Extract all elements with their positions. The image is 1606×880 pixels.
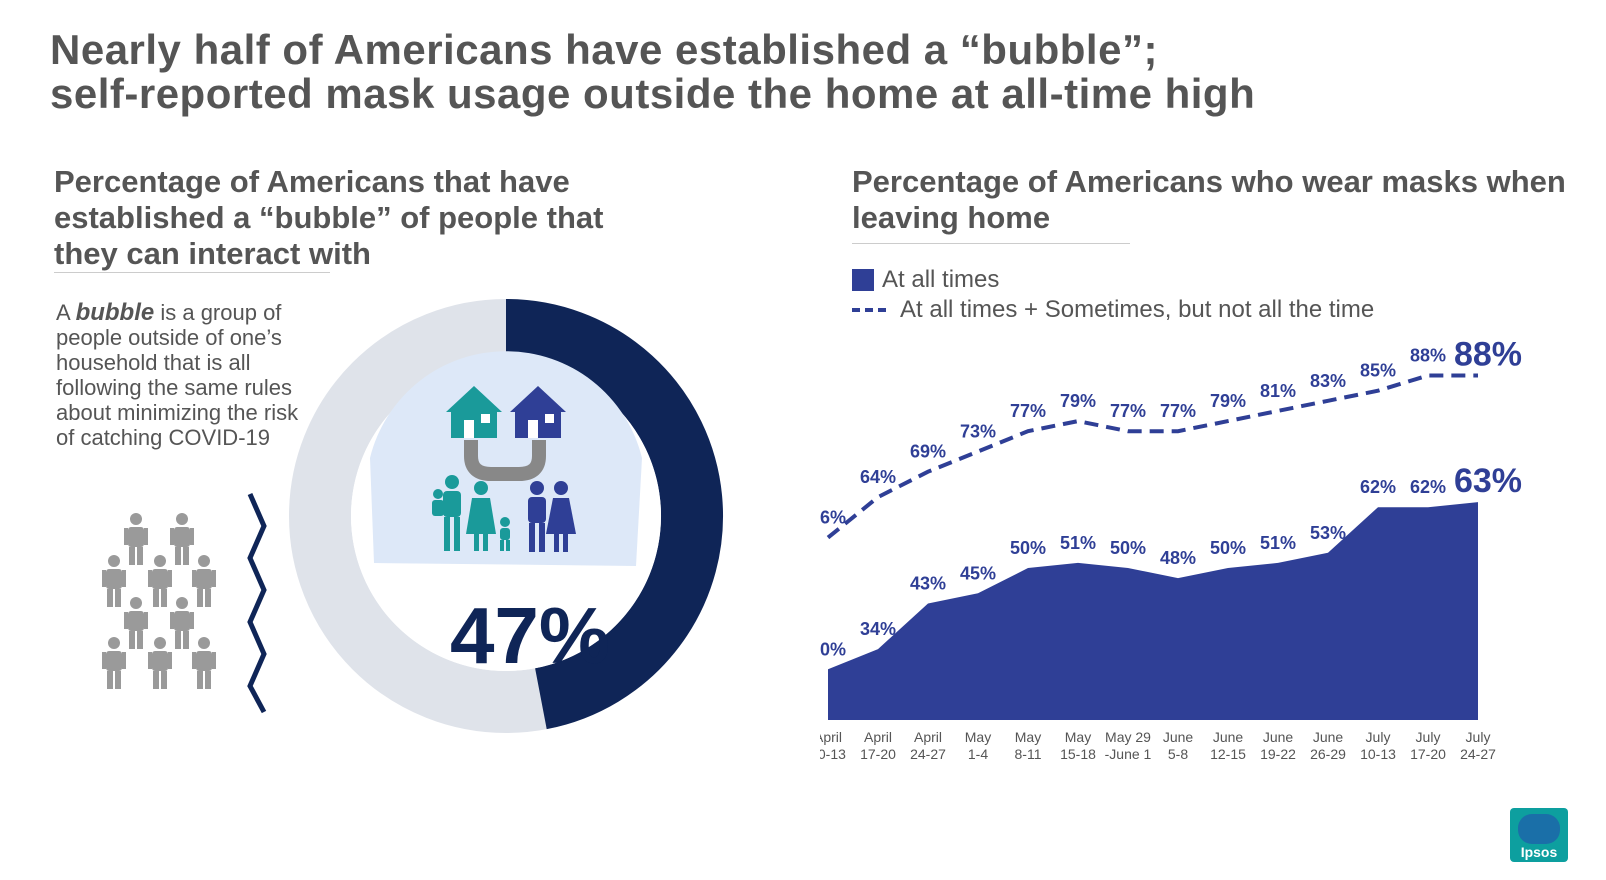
bubble-donut-chart — [289, 299, 724, 733]
data-label-all-times: 50% — [1210, 538, 1246, 558]
data-label-all-times: 50% — [1010, 538, 1046, 558]
x-tick-label: April 17-20 — [860, 729, 896, 762]
x-tick-label: May 15-18 — [1060, 729, 1096, 762]
person-icon — [192, 555, 216, 607]
data-label-sometimes: 79% — [1210, 391, 1246, 411]
family-teal-icon — [432, 475, 510, 551]
data-label-sometimes: 77% — [1110, 401, 1146, 421]
legend-swatch-area — [852, 269, 874, 291]
ipsos-logo: Ipsos — [1510, 808, 1568, 862]
connector-pipe-icon — [464, 440, 546, 481]
x-tick-label: May 29 -June 1 — [1105, 729, 1152, 762]
bubble-definition: A bubble is a group of people outside of… — [56, 300, 306, 450]
x-tick-label: July 10-13 — [1360, 729, 1396, 762]
data-label-all-times: 63% — [1454, 462, 1522, 500]
data-label-all-times: 51% — [1060, 533, 1096, 553]
x-tick-label: July 24-27 — [1460, 729, 1496, 762]
data-label-all-times: 30% — [820, 639, 846, 659]
data-label-sometimes: 88% — [1410, 345, 1446, 365]
def-lead: A — [56, 300, 76, 325]
person-icon — [124, 597, 148, 649]
family-blue-icon — [528, 481, 576, 552]
legend-item-sometimes: At all times + Sometimes, but not all th… — [852, 296, 1374, 324]
x-tick-label: June 5-8 — [1163, 729, 1194, 762]
logo-mark-icon — [1518, 814, 1560, 844]
data-label-all-times: 34% — [860, 619, 896, 639]
def-term: bubble — [75, 299, 155, 326]
data-label-sometimes: 83% — [1310, 371, 1346, 391]
data-label-sometimes: 73% — [960, 421, 996, 441]
def-rest: is a group of people outside of one’s ho… — [56, 300, 299, 450]
data-label-sometimes: 88% — [1454, 340, 1522, 373]
person-icon — [102, 637, 126, 689]
person-icon — [170, 513, 194, 565]
house-blue-icon — [510, 386, 566, 438]
person-icon — [192, 637, 216, 689]
person-icon — [102, 555, 126, 607]
x-tick-label: June 12-15 — [1210, 729, 1246, 762]
x-tick-label: April10-13 — [820, 729, 846, 762]
data-label-all-times: 51% — [1260, 533, 1296, 553]
data-label-all-times: 45% — [960, 563, 996, 583]
data-label-all-times: 62% — [1360, 477, 1396, 497]
legend-swatch-dashed — [852, 308, 886, 312]
donut-filled-arc — [505, 299, 724, 730]
right-subtitle: Percentage of Americans who wear masks w… — [852, 164, 1566, 235]
legend-label-all-times: At all times — [882, 266, 1000, 293]
person-icon — [148, 555, 172, 607]
left-subtitle: Percentage of Americans that have establ… — [54, 164, 604, 271]
x-tick-label: May 1-4 — [965, 729, 991, 762]
data-label-sometimes: 81% — [1260, 381, 1296, 401]
data-label-sometimes: 77% — [1010, 401, 1046, 421]
data-label-all-times: 50% — [1110, 538, 1146, 558]
logo-text: Ipsos — [1520, 844, 1558, 860]
data-label-sometimes: 77% — [1160, 401, 1196, 421]
mask-usage-chart: 30% 34% 43% 45% 50% 51% 50% 48% 50% 51% 53% 62% 62% 6… — [820, 340, 1522, 762]
x-tick-label: June 26-29 — [1310, 729, 1346, 762]
crowd-icon — [102, 513, 216, 689]
right-subtitle-rule — [852, 243, 1130, 244]
legend-item-all-times: At all times — [852, 266, 999, 294]
data-label-all-times: 62% — [1410, 477, 1446, 497]
x-tick-label: July 17-20 — [1410, 729, 1446, 762]
data-label-sometimes: 69% — [910, 442, 946, 462]
person-icon — [124, 513, 148, 565]
title-line-1: Nearly half of Americans have establishe… — [50, 26, 1158, 73]
data-label-sometimes: 64% — [860, 467, 896, 487]
data-label-sometimes: 79% — [1060, 391, 1096, 411]
data-label-all-times: 43% — [910, 573, 946, 593]
person-icon — [170, 597, 194, 649]
person-icon — [148, 637, 172, 689]
line-series-sometimes — [826, 373, 1478, 540]
zigzag-divider-icon — [247, 492, 267, 714]
house-teal-icon — [446, 386, 502, 438]
left-subtitle-rule — [54, 272, 330, 273]
data-label-sometimes: 56% — [820, 508, 846, 528]
legend-label-sometimes: At all times + Sometimes, but not all th… — [900, 296, 1375, 323]
bubble-percentage: 47% — [449, 591, 611, 680]
area-series-all-times — [828, 502, 1478, 720]
data-label-sometimes: 85% — [1360, 361, 1396, 381]
data-label-all-times: 48% — [1160, 548, 1196, 568]
title-line-2: self-reported mask usage outside the hom… — [50, 70, 1256, 117]
x-tick-label: June 19-22 — [1260, 729, 1296, 762]
data-label-all-times: 53% — [1310, 523, 1346, 543]
x-tick-label: May 8-11 — [1015, 729, 1042, 762]
page-title: Nearly half of Americans have establishe… — [50, 28, 1550, 116]
x-tick-label: April 24-27 — [910, 729, 946, 762]
